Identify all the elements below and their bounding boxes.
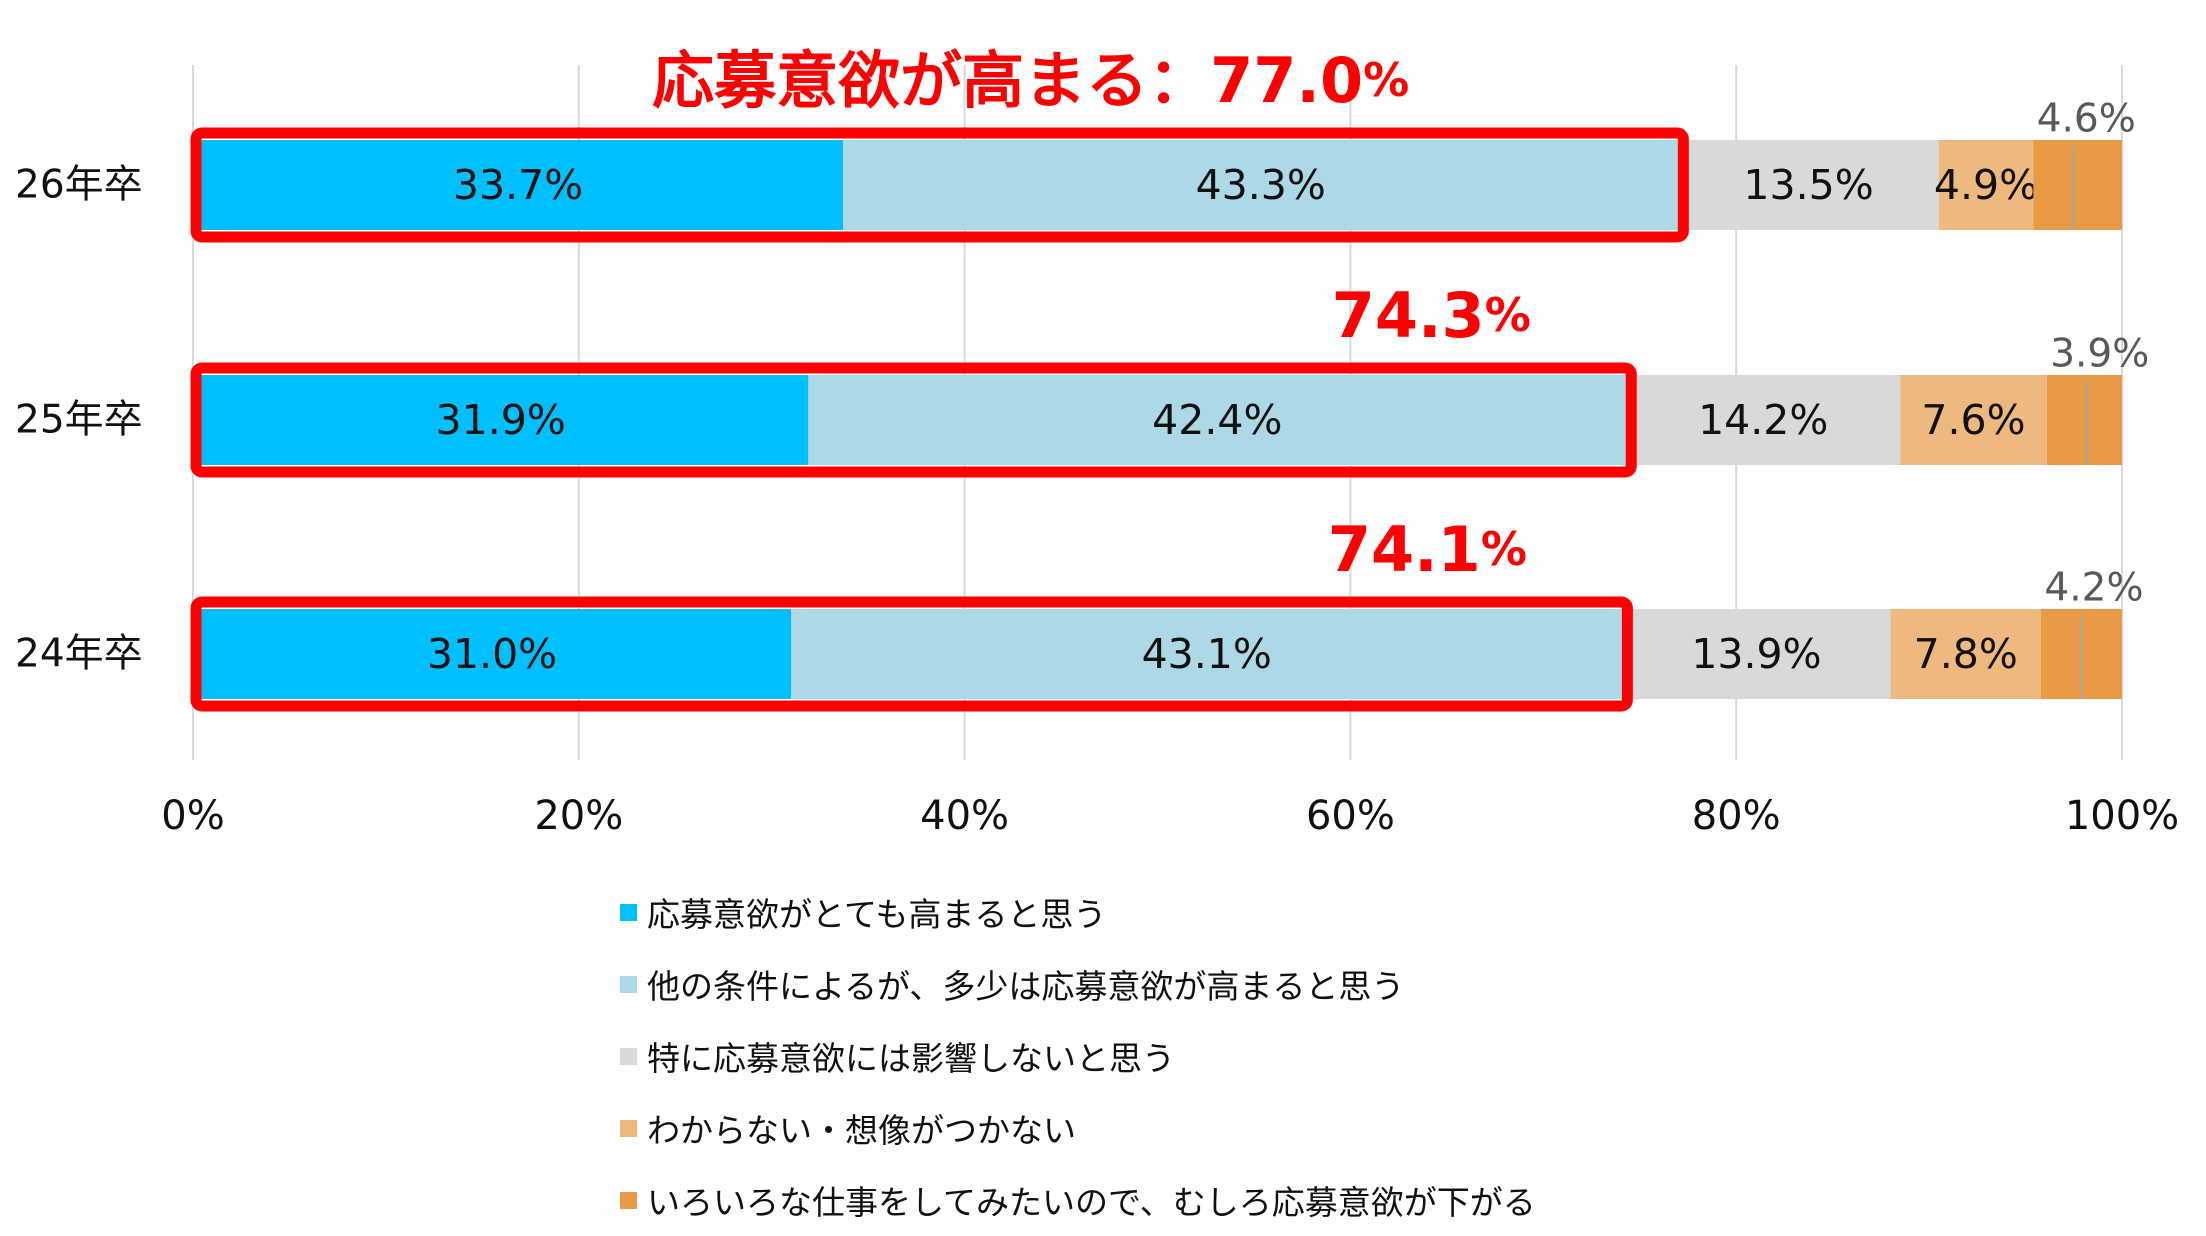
bar-segment xyxy=(1678,140,1939,230)
legend-label: わからない・想像がつかない xyxy=(647,1111,1076,1150)
annotation-label: 応募意欲が高まる：77.0% xyxy=(652,44,1409,117)
legend-item: 応募意欲がとても高まると思う xyxy=(620,876,1536,948)
legend-swatch xyxy=(620,1047,637,1065)
data-label: 43.3% xyxy=(1196,161,1326,209)
bar-segment xyxy=(1938,140,2034,230)
highlight-box xyxy=(190,127,1689,243)
annotation-value: 74.3 xyxy=(1332,279,1485,352)
data-label: 13.9% xyxy=(1691,630,1821,678)
legend-swatch xyxy=(620,975,637,993)
category-label: 26年卒 xyxy=(15,163,143,208)
legend-label: いろいろな仕事をしてみたいので、むしろ応募意欲が下がる xyxy=(647,1183,1536,1222)
data-label: 13.5% xyxy=(1743,161,1873,209)
bar-segment xyxy=(1890,609,2041,699)
highlight-box xyxy=(190,362,1637,478)
data-label: 4.2% xyxy=(2044,566,2143,611)
highlight-box xyxy=(190,596,1633,712)
legend-label: 応募意欲がとても高まると思う xyxy=(647,895,1107,934)
bar-segment xyxy=(193,375,809,465)
legend-item: いろいろな仕事をしてみたいので、むしろ応募意欲が下がる xyxy=(620,1164,1536,1236)
data-label: 31.9% xyxy=(436,396,566,444)
legend-swatch xyxy=(620,1119,637,1137)
data-label: 3.9% xyxy=(2050,332,2149,377)
annotation-percent: % xyxy=(1363,53,1409,107)
annotation-percent: % xyxy=(1481,522,1527,576)
bar-segment xyxy=(808,375,1627,465)
data-label: 14.2% xyxy=(1698,396,1828,444)
bar-segment xyxy=(790,609,1623,699)
annotation-label: 74.1% xyxy=(1328,513,1527,586)
legend-swatch xyxy=(620,903,637,921)
data-label: 43.1% xyxy=(1142,630,1272,678)
data-label: 7.8% xyxy=(1914,630,2018,678)
data-label: 4.9% xyxy=(1934,161,2038,209)
annotation-percent: % xyxy=(1485,288,1531,342)
legend-label: 特に応募意欲には影響しないと思う xyxy=(647,1039,1175,1078)
bar-segment xyxy=(2033,140,2122,230)
data-label: 42.4% xyxy=(1152,396,1282,444)
bar-segment xyxy=(1622,609,1891,699)
bar-segment xyxy=(1900,375,2047,465)
bar-segment xyxy=(843,140,1679,230)
legend-item: わからない・想像がつかない xyxy=(620,1092,1536,1164)
annotation-label: 74.3% xyxy=(1332,279,1531,352)
x-tick-label: 0% xyxy=(161,793,224,839)
x-tick-label: 100% xyxy=(2065,793,2179,839)
legend-item: 他の条件によるが、多少は応募意欲が高まると思う xyxy=(620,948,1536,1020)
legend-swatch xyxy=(620,1191,637,1209)
stacked-bar-chart: 26年卒 25年卒 24年卒 33.7% 43.3% 13.5% 4.9% 4.6% 31.9%… xyxy=(15,44,2179,840)
annotation-value: 77.0 xyxy=(1210,44,1363,117)
category-label: 25年卒 xyxy=(15,398,143,443)
legend: 応募意欲がとても高まると思う他の条件によるが、多少は応募意欲が高まると思う 特に応… xyxy=(620,876,1536,1236)
bar-segment xyxy=(1626,375,1901,465)
data-label: 7.6% xyxy=(1921,396,2025,444)
bar-segment xyxy=(193,140,844,230)
legend-item: 特に応募意欲には影響しないと思う xyxy=(620,1020,1536,1092)
data-label: 4.6% xyxy=(2037,97,2136,142)
x-tick-label: 20% xyxy=(534,793,623,839)
x-tick-label: 40% xyxy=(920,793,1009,839)
bar-segment xyxy=(2046,375,2122,465)
category-label: 24年卒 xyxy=(15,632,143,677)
data-label: 33.7% xyxy=(453,161,583,209)
legend-label: 他の条件によるが、多少は応募意欲が高まると思う xyxy=(647,967,1405,1006)
data-label: 31.0% xyxy=(427,630,557,678)
annotation-value: 74.1 xyxy=(1328,513,1481,586)
annotation-prefix: 応募意欲が高まる： xyxy=(652,44,1210,117)
bar-segment xyxy=(193,609,791,699)
x-tick-label: 80% xyxy=(1692,793,1781,839)
x-tick-label: 60% xyxy=(1306,793,1395,839)
